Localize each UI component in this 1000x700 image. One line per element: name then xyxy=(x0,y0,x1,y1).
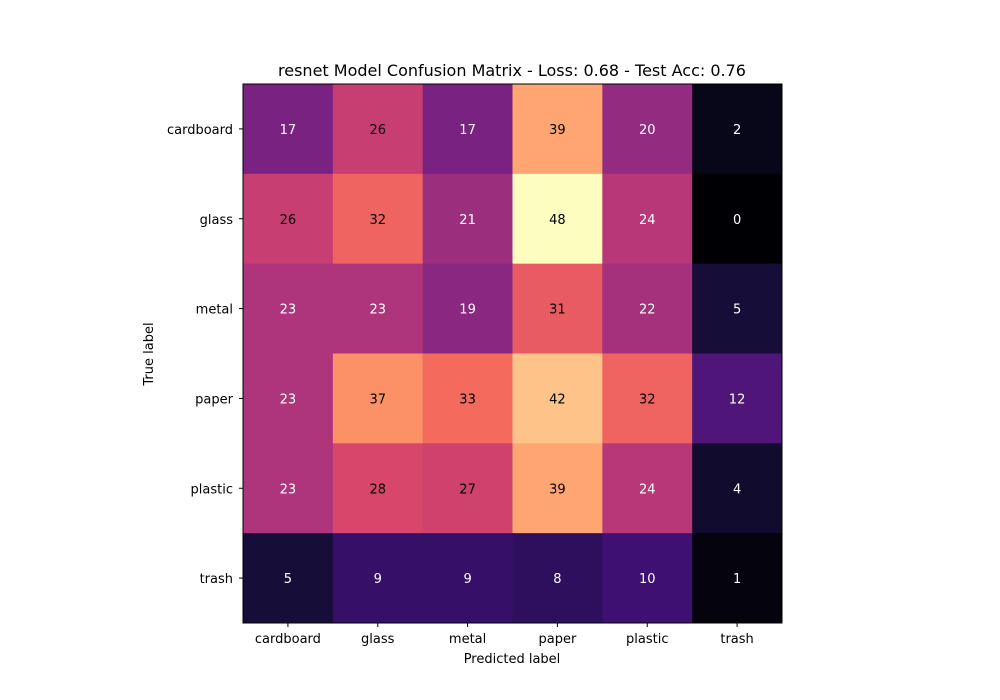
heatmap-cell xyxy=(602,173,693,265)
heatmap-cell xyxy=(512,443,603,534)
heatmap-cell xyxy=(692,353,783,444)
heatmap-cell xyxy=(332,443,424,534)
heatmap-cell xyxy=(692,533,783,624)
y-tick-label: cardboard xyxy=(167,123,233,138)
heatmap-cell xyxy=(332,353,424,444)
cell-value-label: 32 xyxy=(639,392,656,407)
heatmap-cell xyxy=(243,443,334,534)
heatmap-cell xyxy=(512,353,603,444)
heatmap-cell xyxy=(332,173,424,265)
heatmap-cell xyxy=(602,263,693,354)
cell-value-label: 9 xyxy=(374,572,382,587)
heatmap-cell xyxy=(692,443,783,534)
cell-value-label: 20 xyxy=(639,123,656,138)
cell-value-label: 12 xyxy=(729,392,746,407)
y-axis-label: True label xyxy=(142,322,157,386)
cell-value-label: 8 xyxy=(553,572,561,587)
cell-value-label: 26 xyxy=(280,213,297,228)
cell-value-label: 26 xyxy=(369,123,386,138)
cell-value-label: 33 xyxy=(459,392,476,407)
heatmap-cell xyxy=(692,84,783,175)
x-tick-label: cardboard xyxy=(255,632,321,647)
heatmap-cell xyxy=(332,84,424,175)
heatmap-cell xyxy=(692,173,783,265)
heatmap-cell xyxy=(422,353,513,444)
cell-value-label: 1 xyxy=(733,572,741,587)
heatmap-cell xyxy=(602,353,693,444)
heatmap-cell xyxy=(332,533,424,624)
cell-value-label: 22 xyxy=(639,303,656,318)
heatmap-cells xyxy=(243,84,783,624)
cell-value-label: 9 xyxy=(463,572,471,587)
y-tick-label: trash xyxy=(200,572,233,587)
cell-value-label: 10 xyxy=(639,572,656,587)
heatmap-cell xyxy=(243,533,334,624)
cell-value-label: 39 xyxy=(549,123,566,138)
heatmap-cell xyxy=(512,533,603,624)
cell-value-label: 32 xyxy=(369,213,386,228)
cell-value-label: 17 xyxy=(459,123,476,138)
cell-value-label: 27 xyxy=(459,482,476,497)
y-tick-label: metal xyxy=(196,303,233,318)
plot-frame xyxy=(242,83,783,624)
heatmap-cell xyxy=(602,443,693,534)
cell-value-label: 37 xyxy=(369,392,386,407)
heatmap-cell xyxy=(422,443,513,534)
cell-value-label: 2 xyxy=(733,123,741,138)
x-tick-label: paper xyxy=(539,632,577,647)
heatmap-cell xyxy=(243,173,334,265)
cell-value-label: 23 xyxy=(280,303,297,318)
cell-value-label: 17 xyxy=(280,123,297,138)
cell-value-label: 0 xyxy=(733,213,741,228)
x-tick-label: metal xyxy=(449,632,486,647)
heatmap-cell xyxy=(422,263,513,354)
cell-value-label: 39 xyxy=(549,482,566,497)
cell-value-label: 48 xyxy=(549,213,566,228)
heatmap-cell xyxy=(332,263,424,354)
y-tick-label: plastic xyxy=(191,482,233,497)
cell-value-label: 4 xyxy=(733,482,741,497)
cell-value-label: 23 xyxy=(280,392,297,407)
x-tick-label: glass xyxy=(361,632,395,647)
cell-value-label: 19 xyxy=(459,303,476,318)
heatmap-cell xyxy=(243,353,334,444)
heatmap-cell xyxy=(512,263,603,354)
cell-value-label: 23 xyxy=(369,303,386,318)
x-axis-ticks: cardboard glass metal paper plastic trash xyxy=(255,623,754,647)
heatmap-cell xyxy=(602,84,693,175)
cell-value-label: 24 xyxy=(639,213,656,228)
cell-value-label: 5 xyxy=(733,303,741,318)
x-tick-label: plastic xyxy=(626,632,668,647)
heatmap-cell xyxy=(243,84,334,175)
heatmap-cell xyxy=(512,84,603,175)
cell-value-label: 42 xyxy=(549,392,566,407)
y-tick-label: glass xyxy=(200,213,234,228)
heatmap-cell xyxy=(602,533,693,624)
heatmap-cell xyxy=(512,173,603,265)
cell-value-label: 24 xyxy=(639,482,656,497)
heatmap-cell xyxy=(422,173,513,265)
cell-value-label: 21 xyxy=(459,213,476,228)
heatmap-cell xyxy=(243,263,334,354)
heatmap-cell xyxy=(692,263,783,354)
cell-value-label: 31 xyxy=(549,303,566,318)
cell-value-label: 28 xyxy=(369,482,386,497)
heatmap-cell xyxy=(422,533,513,624)
x-tick-label: trash xyxy=(720,632,753,647)
x-axis-label: Predicted label xyxy=(464,652,561,667)
heatmap-cell xyxy=(422,84,513,175)
y-axis-ticks: cardboard glass metal paper plastic trash xyxy=(167,123,243,587)
chart-title: resnet Model Confusion Matrix - Loss: 0.… xyxy=(278,61,746,80)
cell-value-label: 5 xyxy=(284,572,292,587)
cell-value-label: 23 xyxy=(280,482,297,497)
cell-value-labels: 17 26 17 39 20 226 32 21 48 24 023 23 19 31 22 523 37 33 4… xyxy=(280,123,746,587)
y-tick-label: paper xyxy=(195,392,233,407)
